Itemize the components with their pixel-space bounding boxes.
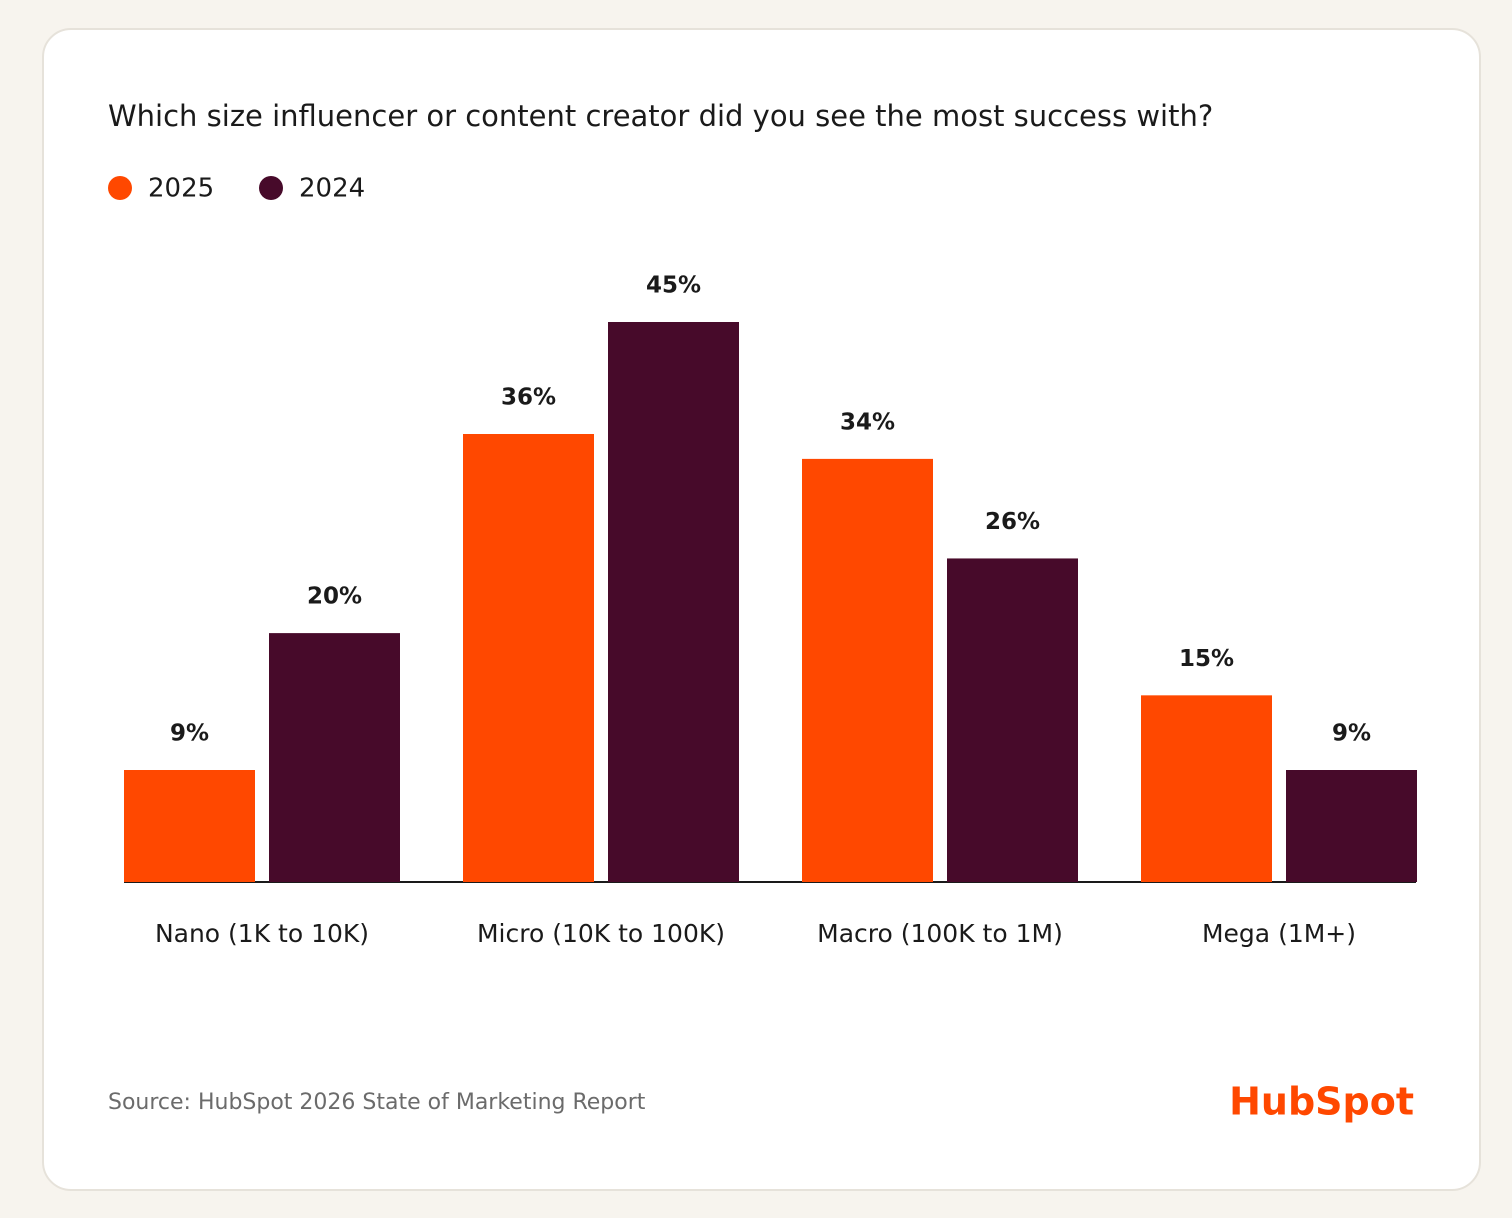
value-label: 15% (1179, 646, 1234, 672)
value-label: 45% (646, 273, 701, 299)
x-tick-label: Micro (10K to 100K) (477, 919, 725, 948)
legend-swatch (259, 176, 283, 200)
value-label: 36% (501, 385, 556, 411)
value-label: 20% (307, 584, 362, 610)
bar (1286, 770, 1417, 882)
card (42, 28, 1481, 1191)
x-tick-label: Nano (1K to 10K) (155, 919, 369, 948)
legend-swatch (108, 176, 132, 200)
value-label: 9% (170, 721, 209, 747)
source: Source: HubSpot 2026 State of Marketing … (108, 1090, 646, 1115)
bar (802, 458, 933, 882)
chart-title: Which size influencer or content creator… (108, 99, 1213, 133)
value-label: 9% (1332, 721, 1371, 747)
bar (463, 434, 594, 882)
bar (947, 558, 1078, 882)
logo: HubSpot (1229, 1080, 1414, 1124)
bar (1141, 695, 1272, 882)
value-label: 34% (840, 409, 895, 435)
legend-label: 2024 (299, 174, 365, 204)
legend-label: 2025 (148, 174, 214, 204)
value-label: 26% (985, 509, 1040, 535)
bar (124, 770, 255, 882)
x-tick-label: Macro (100K to 1M) (817, 919, 1063, 948)
x-tick-label: Mega (1M+) (1202, 919, 1356, 948)
bar (269, 633, 400, 882)
bar (608, 322, 739, 882)
